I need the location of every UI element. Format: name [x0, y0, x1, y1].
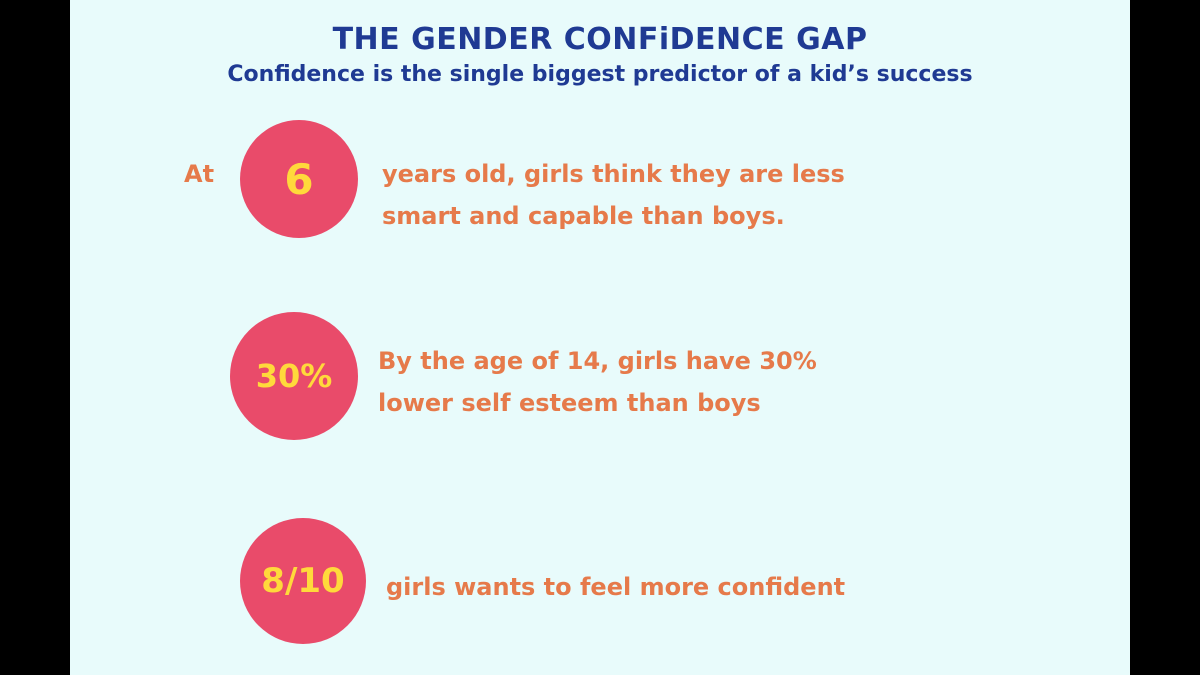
stat-3-description: girls wants to feel more confident [386, 566, 845, 608]
stat-2-description: By the age of 14, girls have 30% lower s… [378, 340, 817, 424]
stat-3-line-1: girls wants to feel more confident [386, 573, 846, 601]
stat-1-line-2: smart and capable than boys. [382, 202, 785, 230]
stat-1-circle: 6 [240, 120, 358, 238]
stat-2-circle: 30% [230, 312, 358, 440]
stat-3-value: 8/10 [261, 561, 345, 601]
stat-1-prefix: At [184, 160, 215, 188]
stat-1-value: 6 [284, 154, 314, 204]
stat-2-line-2: lower self esteem than boys [378, 389, 761, 417]
infographic-panel: THE GENDER CONFiDENCE GAP Confidence is … [70, 0, 1130, 675]
stat-2-value: 30% [255, 357, 333, 395]
stat-3-circle: 8/10 [240, 518, 366, 644]
stat-2-line-1: By the age of 14, girls have 30% [378, 347, 817, 375]
stat-1-description: years old, girls think they are less sma… [382, 153, 845, 237]
page-subtitle: Confidence is the single biggest predict… [227, 62, 973, 87]
page-title: THE GENDER CONFiDENCE GAP [332, 22, 868, 57]
stat-1-line-1: years old, girls think they are less [382, 160, 845, 188]
